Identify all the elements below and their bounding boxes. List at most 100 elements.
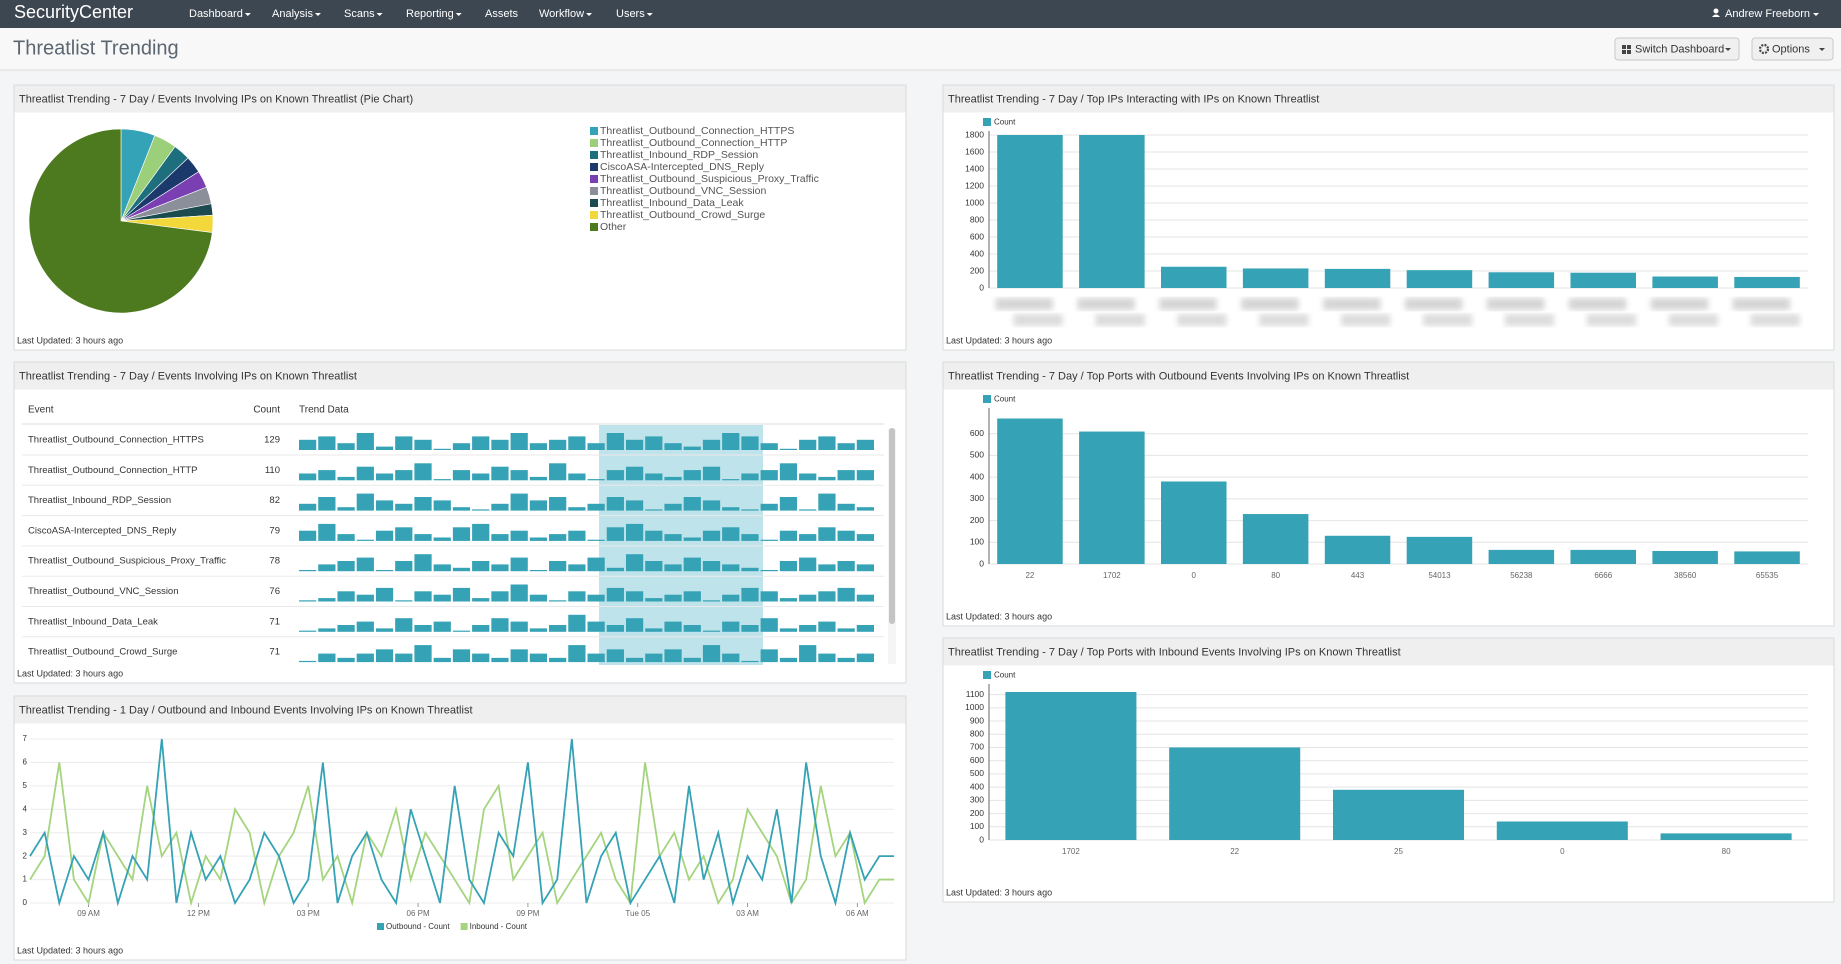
- trend-bar: [472, 653, 490, 663]
- trend-bar: [395, 653, 413, 663]
- legend-label: Count: [994, 118, 1016, 127]
- trend-bar: [702, 439, 721, 450]
- y-tick-label: 100: [970, 537, 984, 547]
- trend-bar: [337, 561, 355, 572]
- nav-item[interactable]: Scans: [344, 8, 375, 20]
- trend-bar: [337, 476, 355, 481]
- trend-bar: [452, 443, 471, 450]
- trend-bar: [645, 628, 663, 632]
- panel-header: [943, 638, 1834, 666]
- trend-bar: [452, 470, 471, 481]
- y-tick-label: 300: [970, 493, 984, 503]
- y-tick-label: 0: [979, 558, 984, 568]
- trend-bar: [452, 527, 471, 541]
- panel-header: [943, 85, 1834, 113]
- y-tick-label: 900: [970, 715, 984, 725]
- event-name: CiscoASA-Intercepted_DNS_Reply: [28, 525, 177, 536]
- trend-bar: [856, 625, 874, 632]
- trend-bar: [433, 537, 451, 541]
- trend-bar: [702, 630, 721, 632]
- nav-item[interactable]: Workflow: [539, 8, 584, 20]
- trend-bar: [452, 587, 471, 602]
- redacted-label: [1095, 314, 1145, 326]
- user-menu[interactable]: Andrew Freeborn: [1725, 8, 1810, 20]
- header-button-label[interactable]: Options: [1772, 43, 1810, 55]
- x-tick-label: 06 AM: [846, 909, 869, 918]
- trend-bar: [856, 534, 874, 541]
- nav-item[interactable]: Users: [616, 8, 645, 20]
- trend-bar: [779, 463, 798, 481]
- pie-slice: [28, 128, 213, 314]
- y-tick-label: 2: [23, 851, 28, 860]
- legend-swatch: [590, 151, 598, 159]
- trend-bar: [510, 493, 528, 511]
- legend-swatch: [377, 923, 384, 930]
- nav-item[interactable]: Dashboard: [189, 8, 243, 20]
- grid-icon: [1622, 45, 1626, 49]
- redacted-label: [1159, 298, 1217, 310]
- brand[interactable]: SecurityCenter: [14, 2, 133, 22]
- redacted-label: [1586, 314, 1637, 326]
- trend-bar: [818, 591, 836, 602]
- trend-bar: [491, 439, 509, 450]
- legend-swatch: [983, 671, 991, 679]
- trend-bar: [741, 625, 759, 632]
- y-tick-label: 0: [979, 834, 984, 844]
- panel-title: Threatlist Trending - 7 Day / Events Inv…: [19, 93, 413, 105]
- trend-bar: [722, 594, 740, 602]
- trend-bar: [645, 509, 663, 511]
- trend-bar: [606, 625, 624, 632]
- trend-bar: [433, 564, 451, 572]
- trend-bar: [549, 463, 567, 481]
- nav-item[interactable]: Assets: [485, 8, 519, 20]
- trend-bar: [299, 570, 317, 572]
- scrollbar-thumb[interactable]: [889, 428, 895, 624]
- trend-bar: [299, 630, 317, 632]
- trend-bar: [799, 534, 817, 541]
- x-tick-label: 09 AM: [77, 909, 100, 918]
- y-tick-label: 1400: [965, 163, 984, 173]
- y-tick-label: 4: [23, 804, 28, 813]
- trend-bar: [606, 567, 624, 572]
- trend-bar: [510, 530, 528, 541]
- event-name: Threatlist_Inbound_RDP_Session: [28, 495, 171, 506]
- x-tick-label: 09 PM: [516, 909, 539, 918]
- caret: [1813, 13, 1819, 16]
- trend-bar: [568, 436, 586, 450]
- y-tick-label: 1200: [965, 180, 984, 190]
- trend-bar: [529, 537, 548, 541]
- bar: [1734, 276, 1800, 288]
- event-count: 82: [269, 495, 280, 506]
- trend-bar: [702, 530, 721, 541]
- y-tick-label: 400: [970, 781, 984, 791]
- legend-swatch: [590, 199, 598, 207]
- nav-item[interactable]: Analysis: [272, 8, 313, 20]
- bar: [1488, 272, 1555, 288]
- trend-bar: [856, 507, 874, 511]
- legend-swatch: [590, 187, 598, 195]
- x-tick-label: 443: [1351, 571, 1365, 580]
- bar: [1160, 266, 1227, 288]
- y-tick-label: 500: [970, 768, 984, 778]
- caret: [1819, 48, 1825, 51]
- y-tick-label: 600: [970, 231, 984, 241]
- trend-bar: [818, 621, 836, 632]
- trend-bar: [722, 479, 740, 481]
- grid-icon: [1622, 50, 1626, 54]
- trend-bar: [625, 500, 644, 511]
- header-button[interactable]: [1751, 37, 1834, 61]
- trend-bar: [433, 448, 451, 450]
- y-tick-label: 300: [970, 795, 984, 805]
- trend-bar: [452, 649, 471, 663]
- bar: [1169, 747, 1301, 840]
- nav-item[interactable]: Reporting: [406, 8, 454, 20]
- header-button[interactable]: [1614, 37, 1740, 61]
- line-series: [29, 738, 894, 907]
- trend-bar: [452, 567, 471, 572]
- trend-bar: [510, 433, 528, 450]
- event-name: Threatlist_Inbound_Data_Leak: [28, 616, 158, 627]
- bar: [1005, 691, 1137, 840]
- event-count: 76: [269, 586, 280, 597]
- header-button-label[interactable]: Switch Dashboard: [1635, 43, 1724, 55]
